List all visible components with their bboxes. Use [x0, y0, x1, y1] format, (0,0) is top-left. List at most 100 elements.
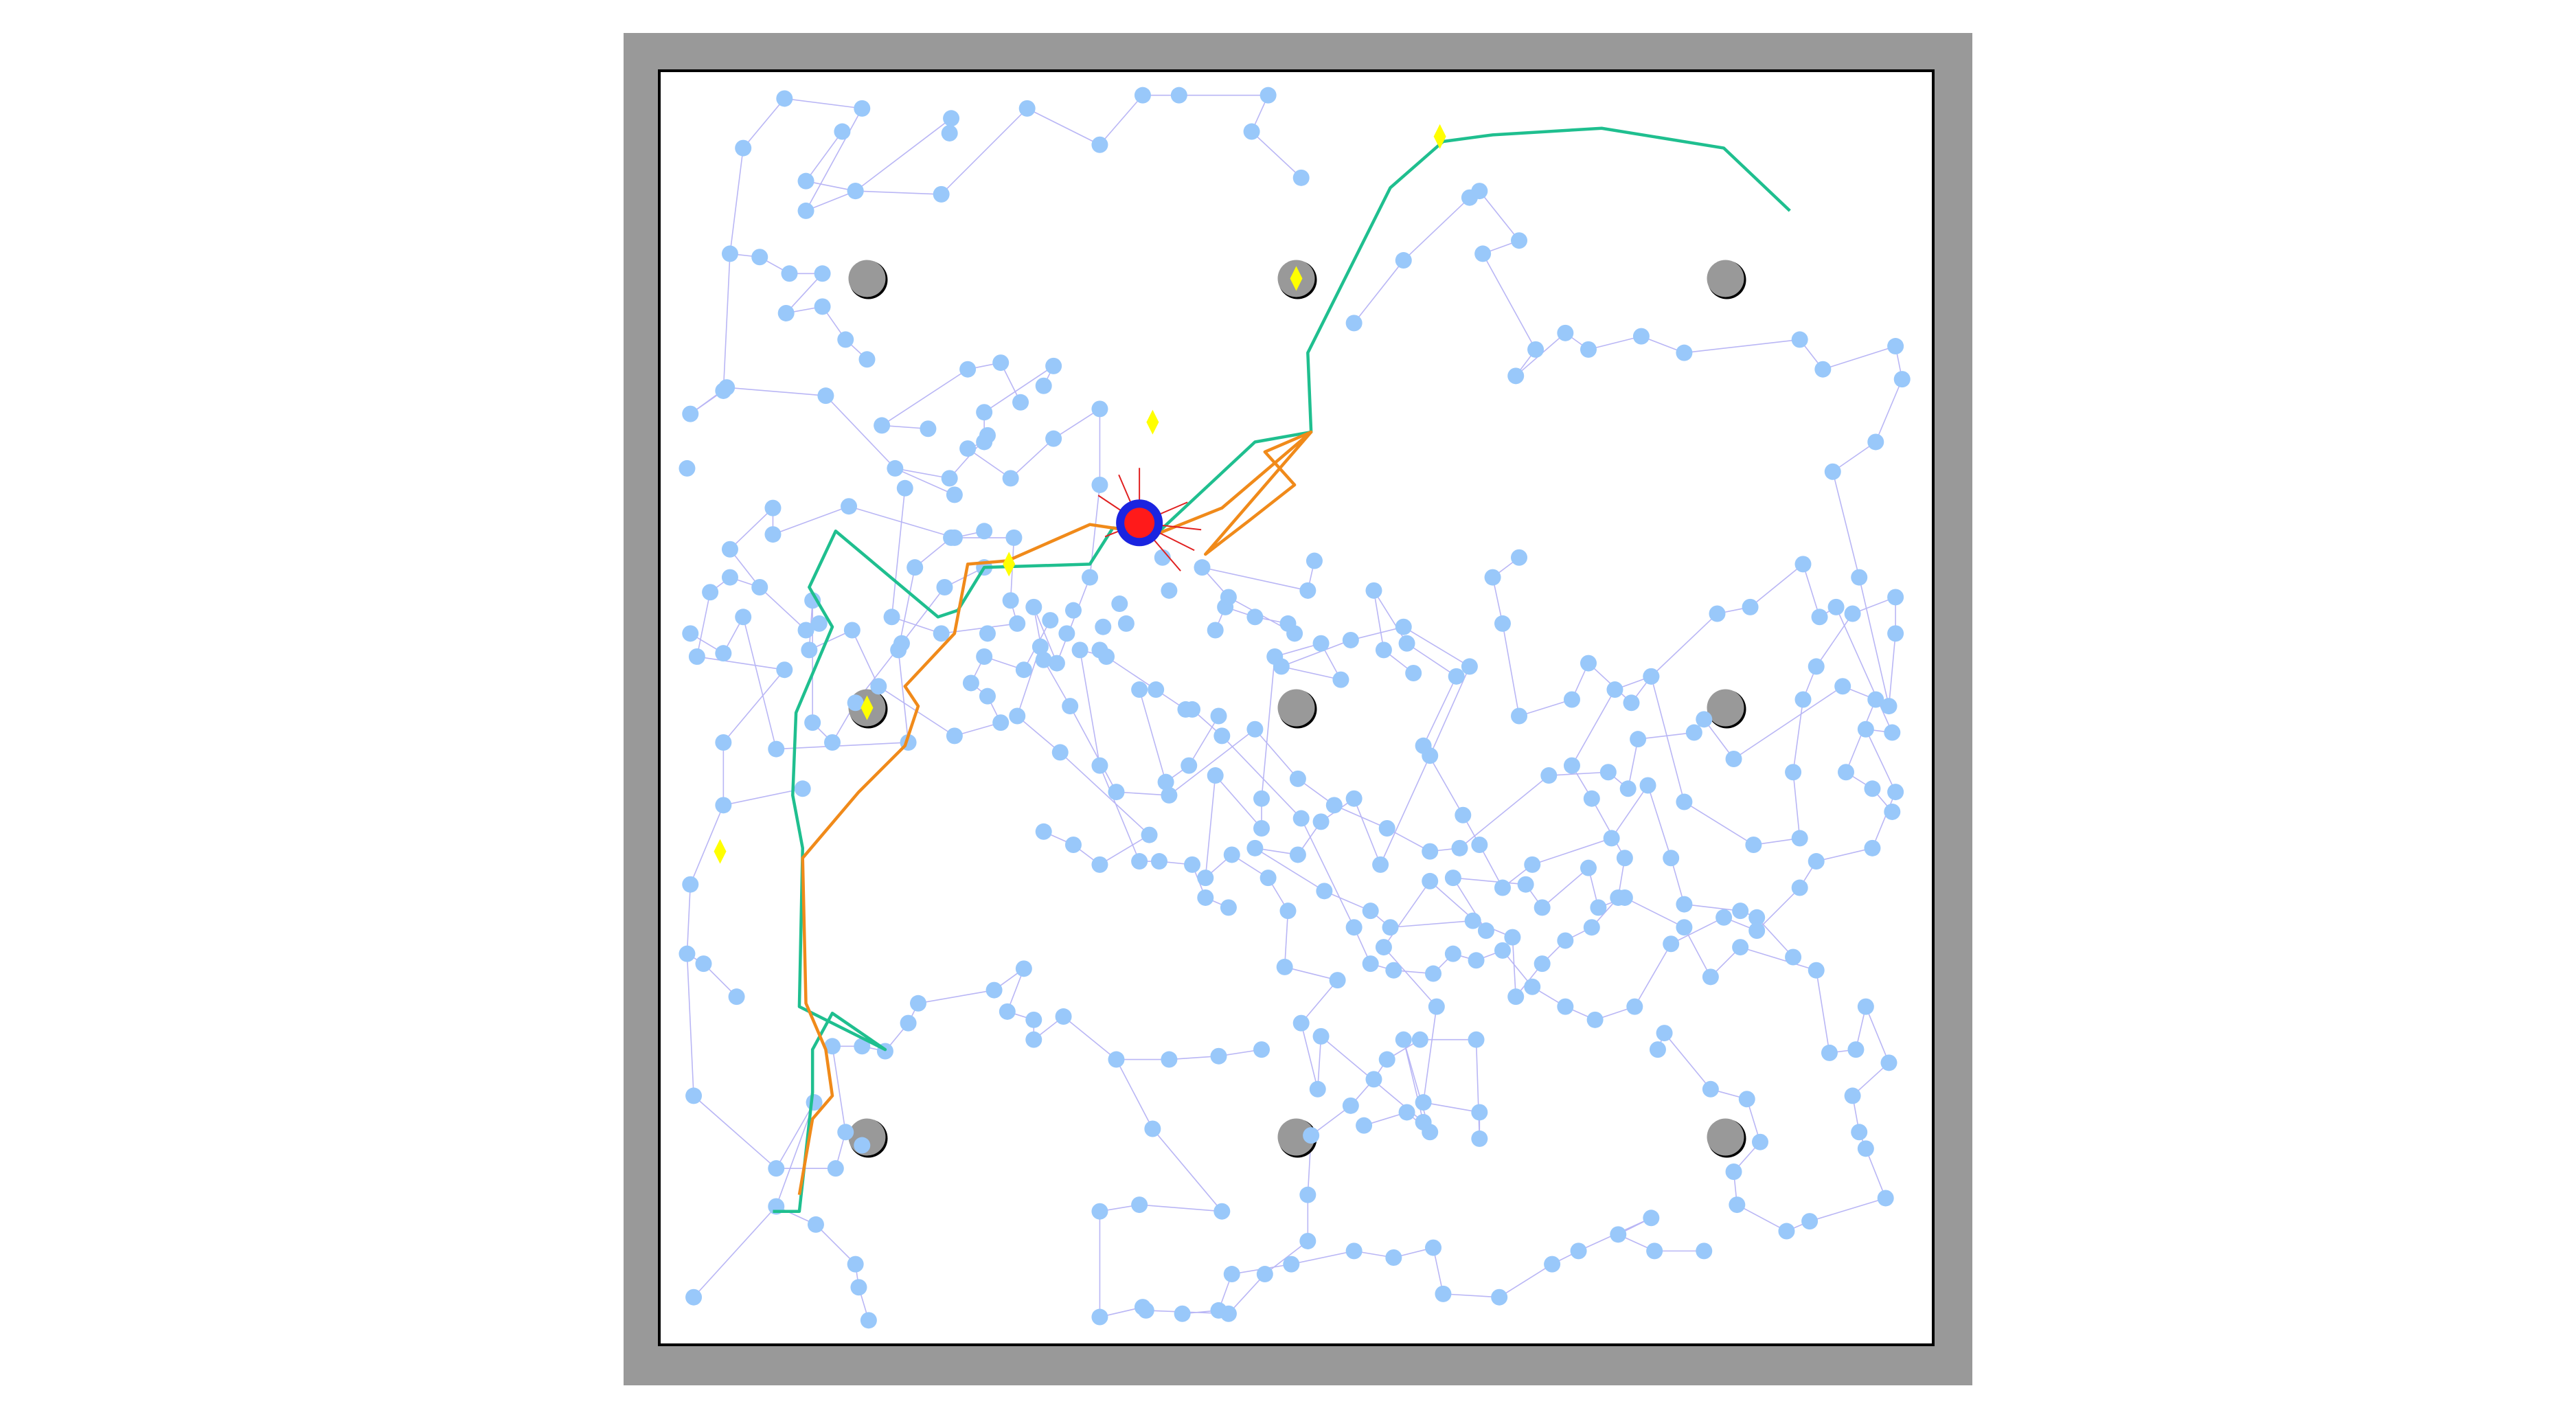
roadmap-node [976, 404, 993, 421]
roadmap-edge [696, 592, 711, 657]
roadmap-edge [1502, 623, 1520, 716]
roadmap-node [1534, 955, 1551, 973]
roadmap-node [1511, 549, 1528, 566]
roadmap-edge [1281, 666, 1341, 681]
roadmap-node [1259, 870, 1277, 887]
roadmap-node [1259, 87, 1277, 104]
roadmap-node [1385, 962, 1402, 979]
roadmap-edge [1350, 626, 1404, 641]
roadmap-node [976, 648, 993, 665]
roadmap-edge [1858, 577, 1890, 707]
roadmap-edge [1115, 1059, 1154, 1129]
roadmap-node [721, 569, 738, 586]
roadmap-edge [1518, 699, 1573, 717]
roadmap-node [1857, 998, 1874, 1015]
roadmap-node [1534, 899, 1551, 916]
roadmap-node [976, 523, 993, 540]
roadmap-node [1161, 582, 1178, 599]
roadmap-edge [806, 180, 856, 192]
roadmap-node [850, 1279, 867, 1296]
roadmap-node [1428, 998, 1445, 1015]
roadmap-node [1213, 1203, 1231, 1220]
roadmap-node [776, 90, 793, 107]
roadmap-edge [1300, 1023, 1319, 1089]
roadmap-edge [1334, 804, 1388, 829]
roadmap-node [1639, 777, 1656, 794]
roadmap-node [1448, 668, 1465, 685]
roadmap-node [985, 981, 1003, 999]
roadmap-edge [1756, 887, 1801, 931]
roadmap-node [1005, 529, 1023, 546]
roadmap-node [1223, 846, 1240, 863]
roadmap-node [1511, 707, 1528, 725]
roadmap-edge [1479, 190, 1520, 241]
roadmap-node [1851, 1124, 1868, 1141]
roadmap-edge [1871, 791, 1896, 849]
roadmap-edge [1588, 663, 1632, 703]
roadmap-node [735, 609, 752, 626]
roadmap-edge [1422, 676, 1457, 747]
roadmap-node [1837, 764, 1854, 781]
roadmap-edge [776, 742, 909, 750]
roadmap-node [1471, 1130, 1488, 1147]
roadmap-node [1504, 929, 1521, 946]
roadmap-node [1851, 569, 1868, 586]
roadmap-node [1444, 945, 1461, 962]
roadmap-node [837, 331, 854, 348]
roadmap-edge [1750, 563, 1804, 608]
roadmap-node [943, 110, 960, 127]
roadmap-node [1154, 549, 1171, 566]
roadmap-node [1091, 757, 1108, 774]
roadmap-node [1131, 1196, 1148, 1214]
roadmap-node [797, 622, 814, 639]
roadmap-node [1213, 727, 1231, 745]
obstacles [848, 260, 1746, 1158]
roadmap-node [1018, 100, 1036, 117]
roadmap-edge [891, 616, 942, 635]
roadmap-node [1887, 784, 1904, 801]
roadmap-edge [1422, 1006, 1437, 1103]
roadmap-node [1599, 764, 1617, 781]
roadmap-node [1808, 853, 1825, 870]
roadmap-edge [1139, 1204, 1222, 1212]
roadmap-node [979, 625, 996, 642]
roadmap-node [1887, 625, 1904, 642]
roadmap-edge [742, 617, 777, 749]
roadmap-node [1880, 698, 1897, 715]
roadmap-node [1887, 589, 1904, 606]
roadmap-node [1524, 856, 1541, 873]
roadmap-node [1055, 1008, 1072, 1025]
roadmap-node [834, 123, 851, 140]
roadmap-edge [1663, 1032, 1711, 1090]
roadmap-edge [1010, 438, 1054, 479]
roadmap-node [1646, 1242, 1663, 1260]
roadmap-node [768, 740, 785, 758]
roadmap-edge [1373, 590, 1384, 650]
roadmap-edge [1027, 108, 1100, 146]
roadmap-node [728, 988, 745, 1006]
roadmap-node [1729, 1196, 1746, 1214]
roadmap-node [1801, 1213, 1819, 1230]
roadmap-edge [1452, 877, 1526, 885]
roadmap-node [1356, 1117, 1373, 1134]
roadmap-node [1045, 430, 1062, 447]
roadmap-edge [1354, 260, 1404, 323]
roadmap-edge [1353, 798, 1381, 865]
roadmap-node [1702, 1080, 1719, 1098]
roadmap-node [1444, 870, 1461, 887]
roadmap-edge [1254, 729, 1299, 780]
roadmap-edge [1792, 699, 1804, 773]
roadmap-node [1194, 559, 1211, 576]
roadmap-node [807, 1216, 824, 1233]
roadmap-node [1464, 912, 1481, 929]
roadmap-node [776, 661, 793, 679]
obstacle [1707, 1118, 1744, 1156]
roadmap-node [1632, 328, 1650, 345]
roadmap-node [1461, 189, 1478, 206]
roadmap-node [1045, 357, 1062, 374]
goal-marker [714, 839, 727, 864]
roadmap-node [1312, 813, 1330, 830]
roadmap-node [1732, 902, 1749, 920]
goal-markers [714, 124, 1446, 864]
roadmap-node [1015, 661, 1032, 679]
